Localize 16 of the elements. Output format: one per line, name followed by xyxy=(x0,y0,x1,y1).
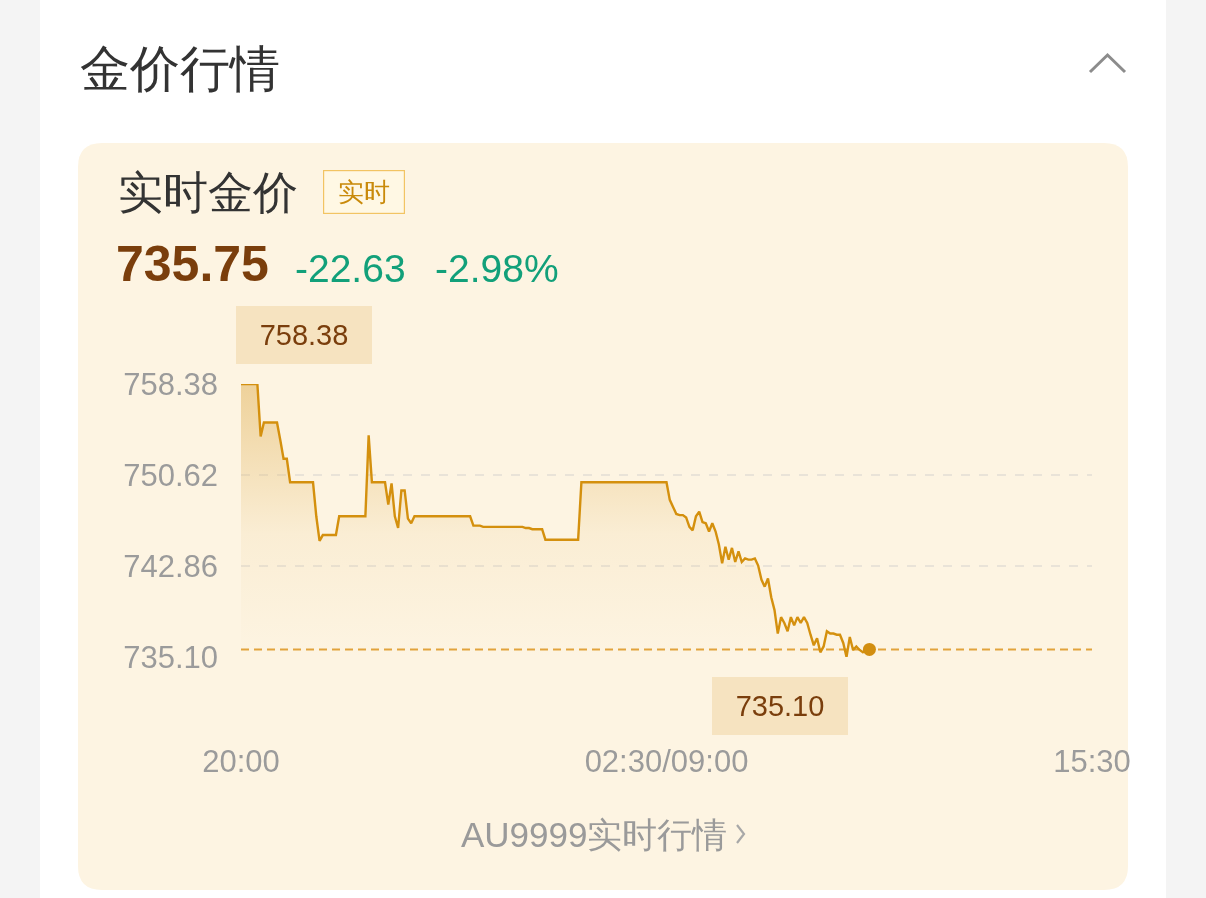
x-tick-label: 02:30/09:00 xyxy=(584,744,749,779)
y-tick-label: 750.62 xyxy=(123,457,218,493)
text: 735.75 xyxy=(116,236,269,292)
text: 实时 xyxy=(338,177,391,208)
text: 758.38 xyxy=(259,319,349,351)
x-tick-label: 20:00 xyxy=(202,744,280,779)
y-tick-label: 735.10 xyxy=(123,639,218,675)
chart-title: 金价行情 xyxy=(80,40,280,97)
text: 735.10 xyxy=(735,690,825,722)
chart-subtitle: 实时金价 xyxy=(118,167,298,218)
y-tick-label: 742.86 xyxy=(123,548,218,584)
y-tick-label: 758.38 xyxy=(123,366,218,402)
text: AU9999实时行情 xyxy=(461,815,728,854)
text: -22.63 xyxy=(295,247,406,290)
text: -2.98% xyxy=(435,247,559,290)
x-tick-label: 15:30 xyxy=(1053,744,1131,779)
